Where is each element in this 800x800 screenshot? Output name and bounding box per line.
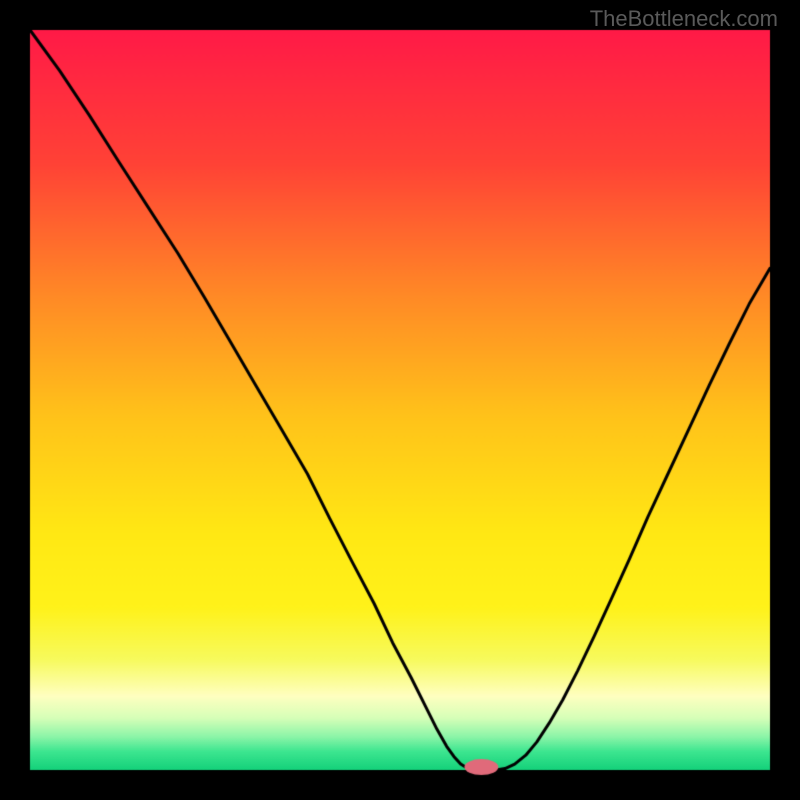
watermark-text: TheBottleneck.com [590, 6, 778, 32]
bottleneck-chart [0, 0, 800, 800]
chart-stage: TheBottleneck.com [0, 0, 800, 800]
